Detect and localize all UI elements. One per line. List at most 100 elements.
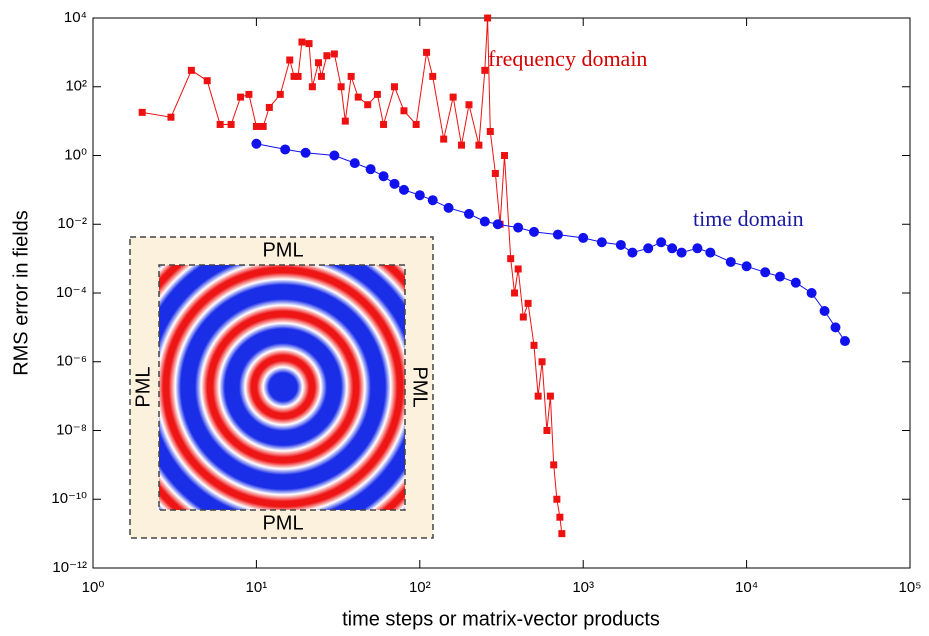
point	[323, 52, 331, 60]
point	[317, 72, 325, 80]
pml-label: PML	[132, 366, 154, 407]
inset: PML PML PML PML	[129, 236, 434, 539]
point	[550, 461, 558, 469]
point	[364, 101, 372, 109]
point	[667, 243, 678, 254]
x-tick-label: 10²	[409, 579, 431, 596]
series	[138, 14, 566, 538]
point	[529, 226, 540, 237]
point	[530, 341, 538, 349]
point	[280, 144, 291, 155]
x-tick-label: 10¹	[246, 579, 268, 596]
point	[330, 50, 338, 58]
point	[412, 120, 420, 128]
point	[138, 108, 146, 116]
point	[354, 93, 362, 101]
x-tick-label: 10⁴	[735, 579, 758, 596]
y-tick-label: 10⁻¹⁰	[51, 490, 87, 507]
point	[308, 83, 316, 91]
y-tick-label: 10⁰	[64, 146, 87, 163]
point	[507, 255, 515, 263]
point	[465, 101, 473, 109]
point	[329, 150, 340, 161]
point	[251, 138, 262, 149]
y-tick-label: 10⁻¹²	[52, 559, 87, 576]
point	[443, 202, 454, 213]
point	[705, 247, 716, 258]
x-tick-label: 10⁰	[82, 579, 105, 596]
point	[373, 90, 381, 98]
point	[427, 195, 438, 206]
point	[558, 530, 566, 538]
point	[492, 219, 503, 230]
y-tick-label: 10⁻⁴	[56, 284, 87, 301]
annotation: time domain	[693, 206, 804, 231]
point	[514, 265, 522, 273]
point	[237, 93, 245, 101]
point	[511, 289, 519, 297]
point	[276, 90, 284, 98]
point	[389, 178, 400, 189]
point	[553, 495, 561, 503]
y-tick-label: 10²	[65, 78, 87, 95]
point	[524, 299, 532, 307]
point	[227, 120, 235, 128]
point	[627, 247, 638, 258]
point	[819, 305, 830, 316]
point	[656, 237, 667, 248]
point	[305, 40, 313, 48]
point	[578, 232, 589, 243]
y-tick-label: 10⁴	[64, 9, 87, 26]
point	[337, 83, 345, 91]
point	[429, 72, 437, 80]
pml-label: PML	[262, 239, 303, 261]
point	[676, 247, 687, 258]
point	[398, 184, 409, 195]
point	[414, 190, 425, 201]
point	[484, 14, 492, 22]
pml-label: PML	[409, 366, 431, 407]
point	[298, 38, 306, 46]
point	[481, 66, 489, 74]
point	[774, 271, 785, 282]
point	[839, 336, 850, 347]
point	[806, 288, 817, 298]
point	[463, 208, 474, 219]
annotation: frequency domain	[488, 46, 647, 71]
point	[378, 171, 389, 182]
point	[546, 392, 554, 400]
point	[300, 147, 311, 158]
point	[615, 239, 626, 250]
point	[365, 164, 376, 175]
point	[741, 261, 752, 272]
point	[265, 103, 273, 111]
point	[349, 158, 360, 169]
y-tick-label: 10⁻²	[57, 215, 87, 232]
point	[552, 229, 563, 240]
point	[245, 90, 253, 98]
point	[543, 427, 551, 434]
point	[167, 113, 175, 121]
x-tick-label: 10⁵	[899, 579, 922, 596]
point	[187, 66, 195, 74]
x-tick-label: 10³	[572, 579, 594, 596]
point	[790, 277, 801, 288]
point	[486, 127, 494, 135]
point	[347, 72, 355, 80]
point	[538, 358, 546, 366]
point	[692, 243, 703, 254]
point	[479, 216, 490, 227]
point	[643, 243, 654, 254]
y-axis-label: RMS error in fields	[10, 210, 32, 376]
point	[830, 322, 841, 333]
point	[216, 120, 224, 128]
point	[380, 120, 388, 128]
point	[290, 72, 298, 80]
point	[556, 513, 564, 521]
point	[501, 152, 509, 159]
inset-inner-frame	[158, 264, 406, 511]
y-tick-label: 10⁻⁸	[56, 421, 87, 438]
point	[315, 59, 323, 67]
inset-field	[159, 265, 405, 510]
